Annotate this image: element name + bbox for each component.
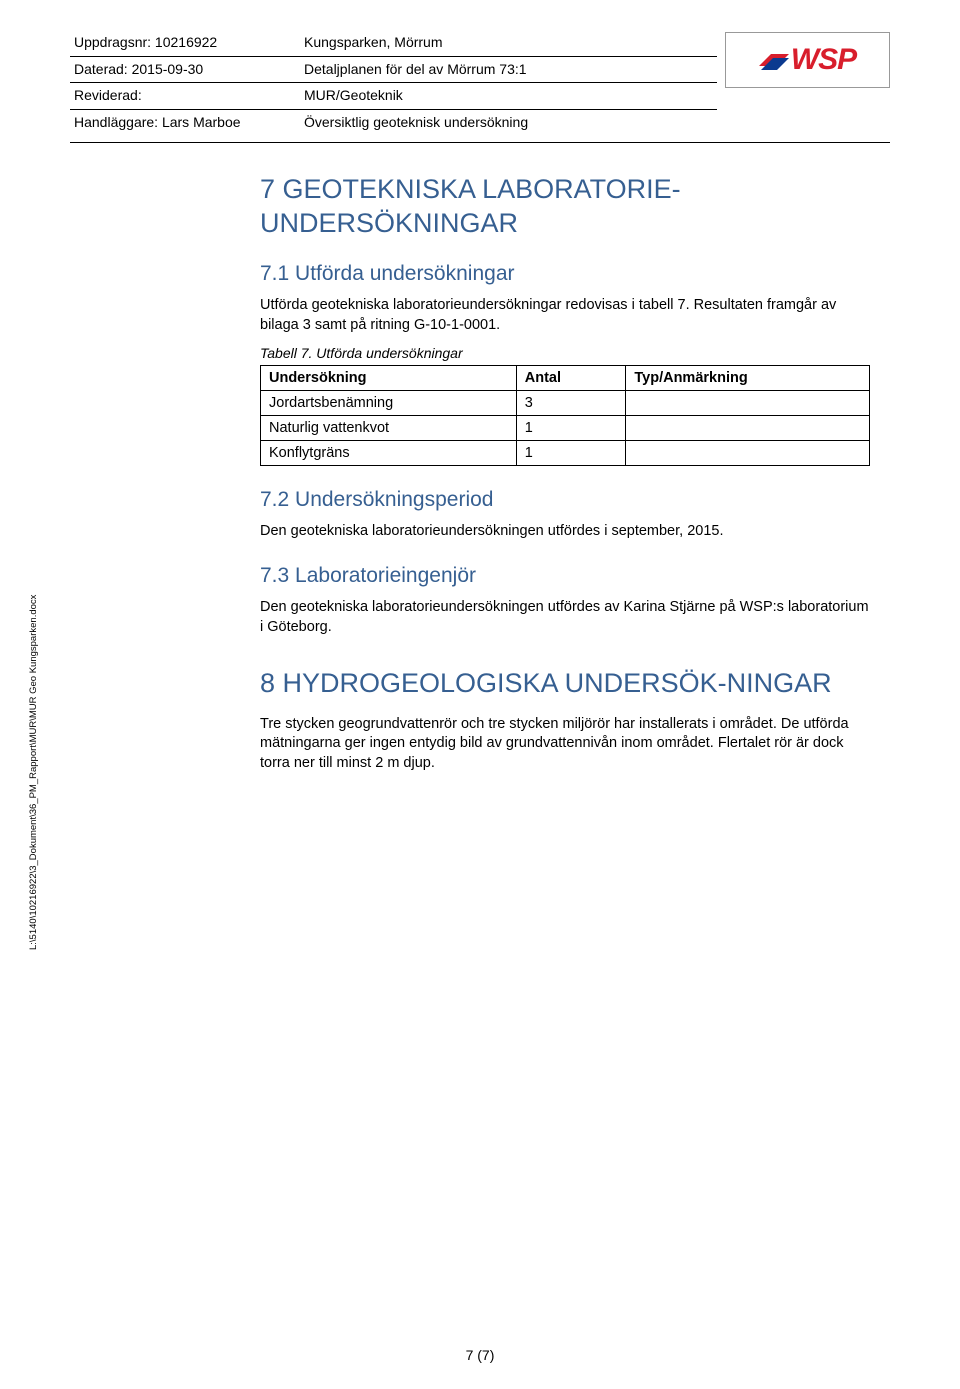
table-7-caption: Tabell 7. Utförda undersökningar: [260, 345, 870, 361]
logo-icon: [759, 48, 789, 72]
col-typ: Typ/Anmärkning: [626, 366, 870, 391]
section-7-3-heading: 7.3 Laboratorieingenjör: [260, 564, 870, 588]
header-left-column: Uppdragsnr: 10216922 Daterad: 2015-09-30…: [70, 30, 300, 136]
section-7-2-para: Den geotekniska laboratorieundersökninge…: [260, 522, 870, 542]
cell: [626, 416, 870, 441]
header-info-table: Uppdragsnr: 10216922 Daterad: 2015-09-30…: [70, 30, 717, 136]
section-7-3-para: Den geotekniska laboratorieundersökninge…: [260, 598, 870, 637]
header-handlaggare: Handläggare: Lars Marboe: [70, 110, 300, 136]
cell: Jordartsbenämning: [261, 391, 517, 416]
page-number: 7 (7): [0, 1347, 960, 1363]
col-antal: Antal: [516, 366, 626, 391]
header-daterad: Daterad: 2015-09-30: [70, 57, 300, 84]
file-path-sidebar: L:\5140\10216922\3_Dokument\36_PM_Rappor…: [28, 595, 39, 950]
cell: [626, 441, 870, 466]
header-reviderad: Reviderad:: [70, 83, 300, 110]
document-header: Uppdragsnr: 10216922 Daterad: 2015-09-30…: [70, 30, 890, 143]
table-row: Naturlig vattenkvot 1: [261, 416, 870, 441]
section-7-1-para: Utförda geotekniska laboratorieundersökn…: [260, 296, 870, 335]
section-7-2-heading: 7.2 Undersökningsperiod: [260, 488, 870, 512]
cell: 3: [516, 391, 626, 416]
logo-text-inner: WSP: [791, 43, 856, 76]
section-8-heading: 8 HYDROGEOLOGISKA UNDERSÖK-NINGAR: [260, 667, 870, 701]
header-project: Kungsparken, Mörrum: [300, 30, 717, 57]
logo-container: WSP: [725, 32, 890, 88]
table-row: Jordartsbenämning 3: [261, 391, 870, 416]
header-plan: Detaljplanen för del av Mörrum 73:1: [300, 57, 717, 84]
content-area: 7 GEOTEKNISKA LABORATORIE-UNDERSÖKNINGAR…: [260, 173, 890, 774]
header-uppdragsnr: Uppdragsnr: 10216922: [70, 30, 300, 57]
page: Uppdragsnr: 10216922 Daterad: 2015-09-30…: [0, 0, 960, 1389]
section-8-para: Tre stycken geogrundvattenrör och tre st…: [260, 715, 870, 774]
col-undersokning: Undersökning: [261, 366, 517, 391]
cell: Naturlig vattenkvot: [261, 416, 517, 441]
table-header-row: Undersökning Antal Typ/Anmärkning: [261, 366, 870, 391]
section-7-1-heading: 7.1 Utförda undersökningar: [260, 262, 870, 286]
cell: Konflytgräns: [261, 441, 517, 466]
header-mid-column: Kungsparken, Mörrum Detaljplanen för del…: [300, 30, 717, 136]
cell: 1: [516, 441, 626, 466]
cell: 1: [516, 416, 626, 441]
table-7: Undersökning Antal Typ/Anmärkning Jordar…: [260, 365, 870, 466]
section-7-heading: 7 GEOTEKNISKA LABORATORIE-UNDERSÖKNINGAR: [260, 173, 870, 241]
header-discipline: MUR/Geoteknik: [300, 83, 717, 110]
table-row: Konflytgräns 1: [261, 441, 870, 466]
header-subtitle: Översiktlig geoteknisk undersökning: [300, 110, 717, 136]
logo-text: WSP: [791, 43, 856, 77]
cell: [626, 391, 870, 416]
